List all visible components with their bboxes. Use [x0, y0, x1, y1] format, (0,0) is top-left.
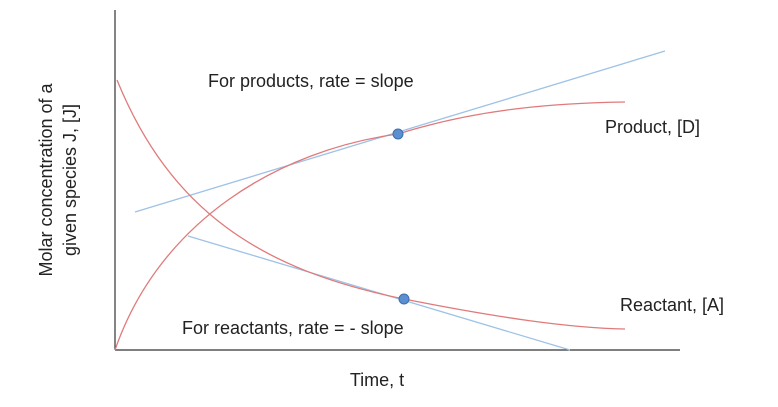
reactants-rate-annotation: For reactants, rate = - slope	[182, 318, 404, 338]
reactant-curve-label: Reactant, [A]	[620, 295, 724, 315]
y-axis-label-line2: given species J, [J]	[60, 104, 80, 256]
reactant-tangent-point	[398, 293, 410, 305]
y-axis-label: Molar concentration of a given species J…	[36, 82, 80, 276]
x-axis-label: Time, t	[350, 370, 404, 390]
y-axis-label-line1: Molar concentration of a	[36, 82, 56, 276]
products-rate-annotation: For products, rate = slope	[208, 71, 414, 91]
reactant-curve	[116, 79, 626, 330]
product-tangent-point	[392, 128, 404, 140]
product-curve-label: Product, [D]	[605, 117, 700, 137]
product-curve	[114, 101, 626, 351]
